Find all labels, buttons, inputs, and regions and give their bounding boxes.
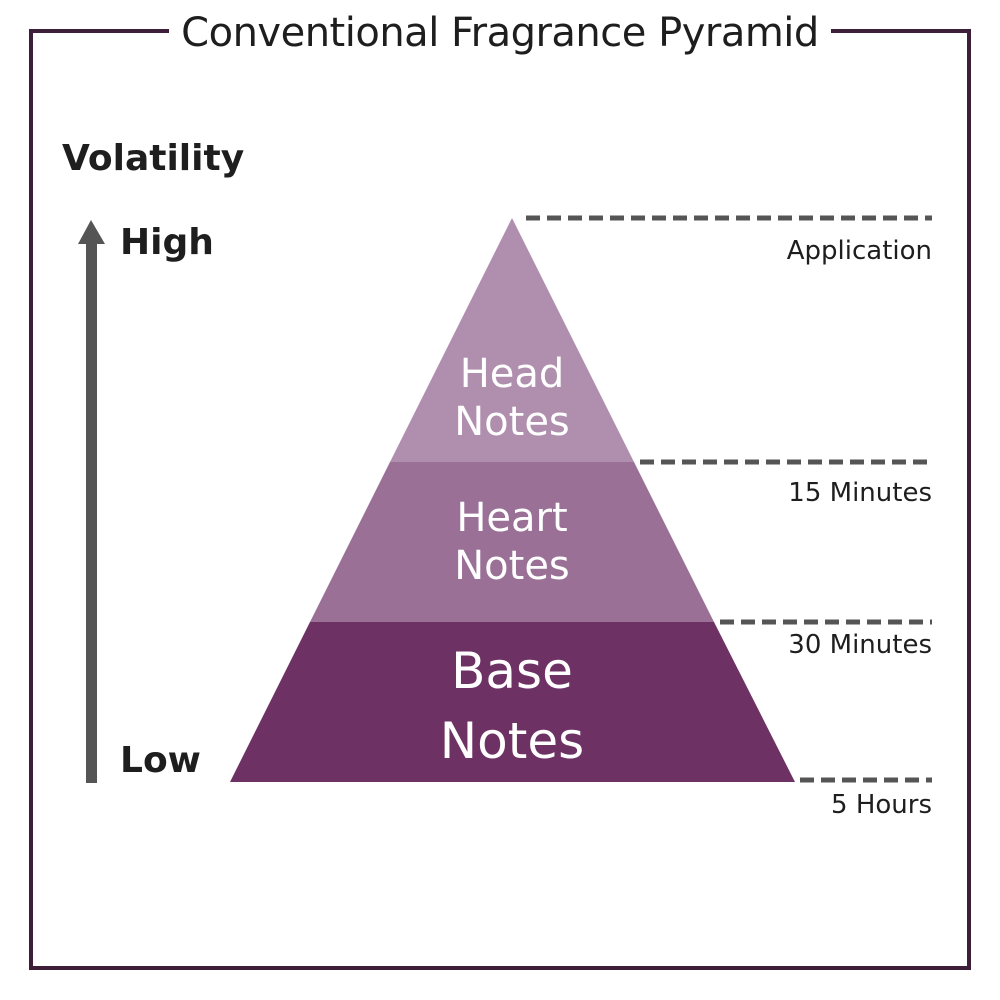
time-application: Application <box>786 236 932 266</box>
axis-low-label: Low <box>120 740 201 781</box>
label-line: Head <box>459 351 565 397</box>
base-notes-layer <box>230 622 795 782</box>
head-notes-label: Head Notes <box>362 350 662 446</box>
time-5-hours: 5 Hours <box>831 790 932 820</box>
heart-notes-layer <box>310 462 714 622</box>
label-line: Notes <box>454 399 570 445</box>
time-dashes <box>526 215 932 783</box>
page-title: Conventional Fragrance Pyramid <box>0 10 1000 56</box>
up-arrow-icon <box>78 220 105 783</box>
base-notes-label: Base Notes <box>362 636 662 776</box>
head-notes-layer <box>390 218 634 462</box>
title-text: Conventional Fragrance Pyramid <box>169 10 831 56</box>
label-line: Base <box>451 642 573 700</box>
axis-label: Volatility <box>62 138 245 179</box>
label-line: Heart <box>456 495 568 541</box>
label-line: Notes <box>454 543 570 589</box>
time-30-minutes: 30 Minutes <box>788 630 932 660</box>
time-15-minutes: 15 Minutes <box>788 478 932 508</box>
axis-high-label: High <box>120 222 214 263</box>
label-line: Notes <box>439 712 585 770</box>
heart-notes-label: Heart Notes <box>362 494 662 590</box>
